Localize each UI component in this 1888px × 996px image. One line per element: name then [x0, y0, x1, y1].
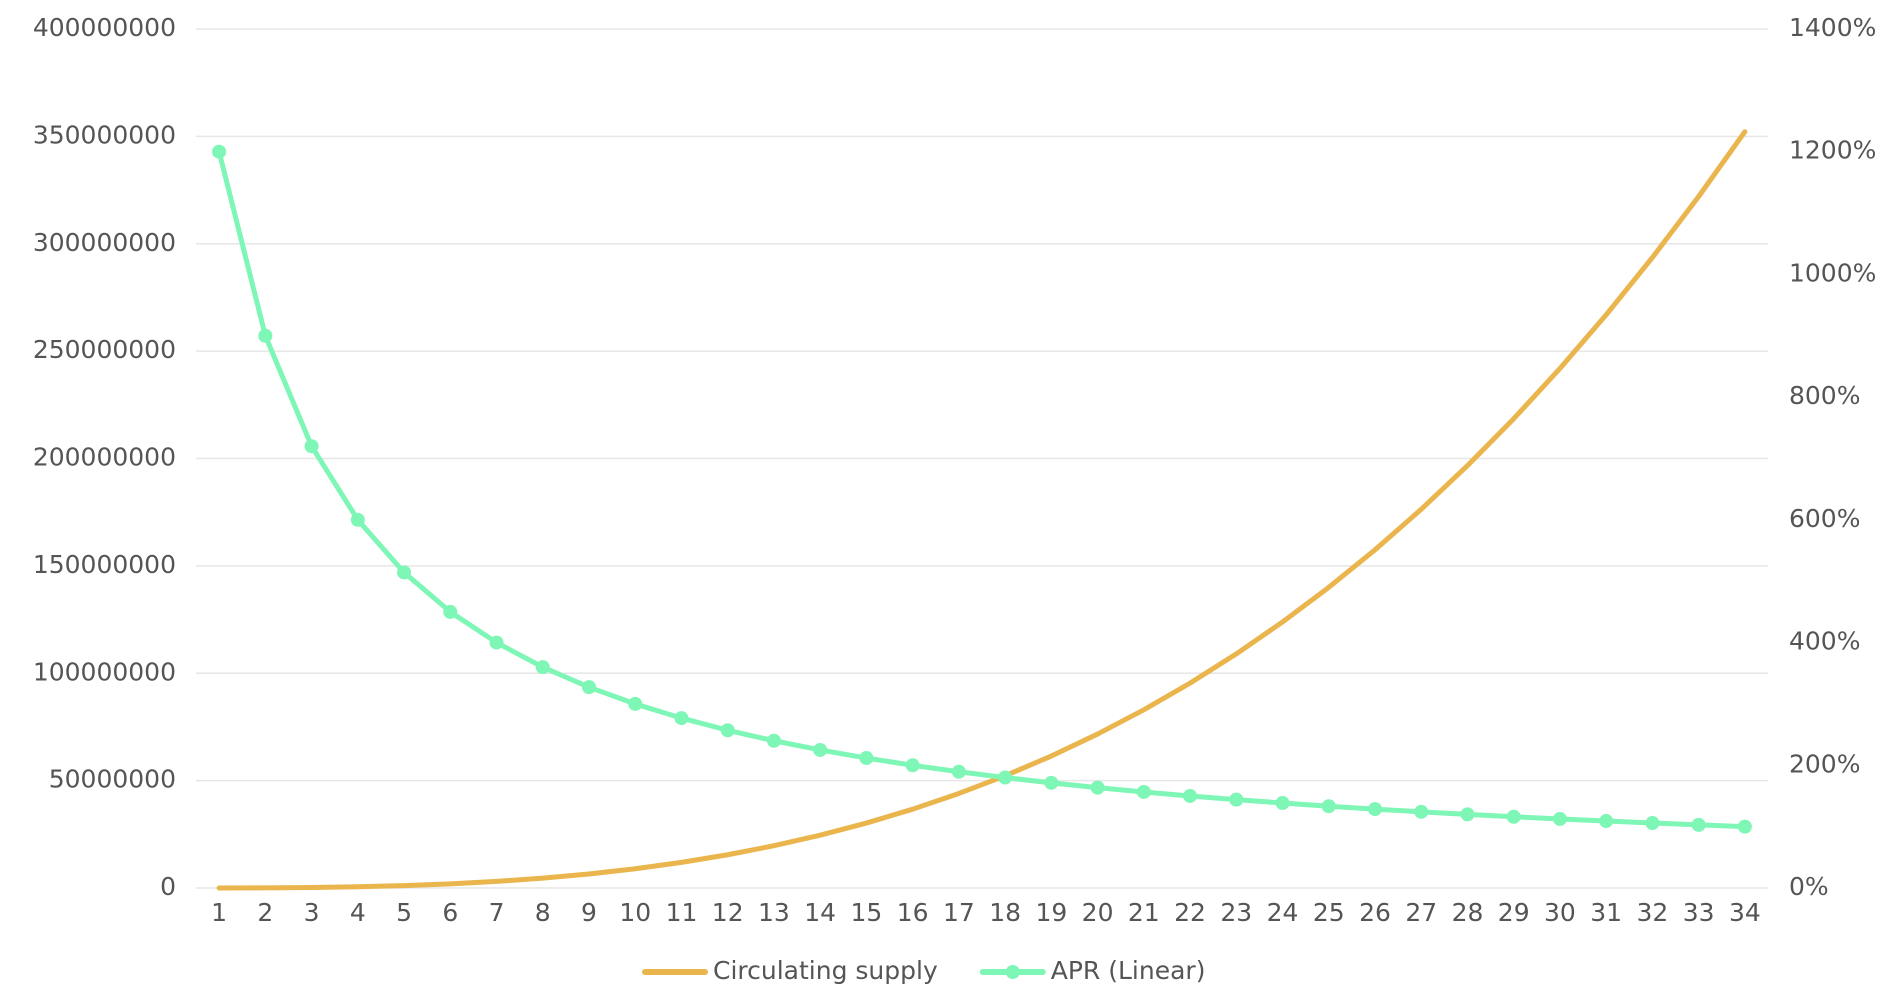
legend-label: Circulating supply: [713, 956, 938, 985]
series-line: [216, 149, 1748, 830]
x-tick-label: 10: [619, 898, 651, 927]
x-tick-label: 26: [1359, 898, 1391, 927]
y2-tick-label: 1400%: [1789, 13, 1876, 42]
x-tick-label: 27: [1405, 898, 1437, 927]
x-tick-label: 15: [851, 898, 883, 927]
x-tick-label: 19: [1035, 898, 1067, 927]
x-tick-label: 1: [211, 898, 227, 927]
point: [1414, 804, 1429, 819]
point: [674, 711, 689, 726]
y2-tick-label: 1200%: [1789, 136, 1876, 165]
x-tick-label: 20: [1082, 898, 1114, 927]
point: [1552, 811, 1567, 826]
x-tick-label: 14: [804, 898, 836, 927]
y-tick-label: 50000000: [49, 765, 176, 794]
point: [1460, 807, 1475, 822]
x-tick-label: 11: [666, 898, 698, 927]
point: [258, 328, 273, 343]
x-tick-label: 16: [897, 898, 929, 927]
y2-tick-label: 1000%: [1789, 258, 1876, 287]
point: [905, 758, 920, 773]
x-tick-label: 30: [1544, 898, 1576, 927]
point: [443, 604, 458, 619]
series-line: [216, 129, 1748, 891]
x-tick-label: 28: [1452, 898, 1484, 927]
y-tick-label: 100000000: [33, 657, 176, 686]
y-tick-label: 400000000: [33, 13, 176, 42]
point: [720, 723, 735, 738]
point: [766, 733, 781, 748]
x-tick-label: 24: [1267, 898, 1299, 927]
point: [489, 635, 504, 650]
point: [350, 512, 365, 527]
y-tick-label: 350000000: [33, 120, 176, 149]
point: [582, 680, 596, 695]
y2-tick-label: 200%: [1789, 749, 1860, 778]
point: [628, 696, 643, 711]
y2-tick-label: 800%: [1789, 381, 1860, 410]
point: [1275, 796, 1290, 811]
point: [1044, 775, 1059, 790]
x-tick-label: 2: [257, 898, 273, 927]
x-tick-label: 3: [304, 898, 320, 927]
x-tick-label: 34: [1729, 898, 1761, 927]
x-tick-label: 23: [1220, 898, 1252, 927]
point: [859, 751, 874, 766]
x-tick-label: 17: [943, 898, 975, 927]
legend-label: APR (Linear): [1051, 956, 1206, 985]
point: [951, 764, 966, 779]
point: [998, 770, 1013, 785]
x-tick-label: 7: [489, 898, 505, 927]
x-tick-label: 32: [1637, 898, 1669, 927]
x-tick-label: 31: [1590, 898, 1622, 927]
x-tick-label: 22: [1174, 898, 1206, 927]
y-tick-label: 300000000: [33, 228, 176, 257]
point: [304, 439, 319, 454]
y-tick-label: 150000000: [33, 550, 176, 579]
x-tick-label: 12: [712, 898, 744, 927]
x-tick-label: 5: [396, 898, 412, 927]
point: [1645, 816, 1660, 831]
point: [1599, 814, 1614, 829]
point: [212, 144, 227, 159]
point: [1136, 784, 1151, 799]
point: [1368, 802, 1382, 817]
point: [1691, 817, 1706, 832]
point: [535, 660, 550, 675]
x-tick-label: 25: [1313, 898, 1345, 927]
x-tick-label: 21: [1128, 898, 1160, 927]
point: [1737, 819, 1752, 834]
y-tick-label: 0: [160, 872, 176, 901]
y2-tick-label: 600%: [1789, 504, 1860, 533]
x-tick-label: 33: [1683, 898, 1715, 927]
x-tick-label: 8: [535, 898, 551, 927]
y-tick-label: 250000000: [33, 335, 176, 364]
legend-marker: [1005, 965, 1020, 979]
point: [1506, 809, 1521, 824]
y-tick-label: 200000000: [33, 443, 176, 472]
x-tick-label: 18: [989, 898, 1021, 927]
point: [1183, 788, 1198, 803]
point: [397, 565, 412, 580]
point: [1229, 792, 1244, 807]
x-tick-label: 13: [758, 898, 790, 927]
point: [1321, 799, 1336, 814]
point: [1090, 780, 1105, 795]
x-tick-label: 6: [442, 898, 458, 927]
y2-tick-label: 400%: [1789, 627, 1860, 656]
x-tick-label: 4: [350, 898, 366, 927]
x-tick-label: 29: [1498, 898, 1530, 927]
y2-tick-label: 0%: [1789, 872, 1829, 901]
point: [813, 742, 828, 757]
x-tick-label: 9: [581, 898, 597, 927]
